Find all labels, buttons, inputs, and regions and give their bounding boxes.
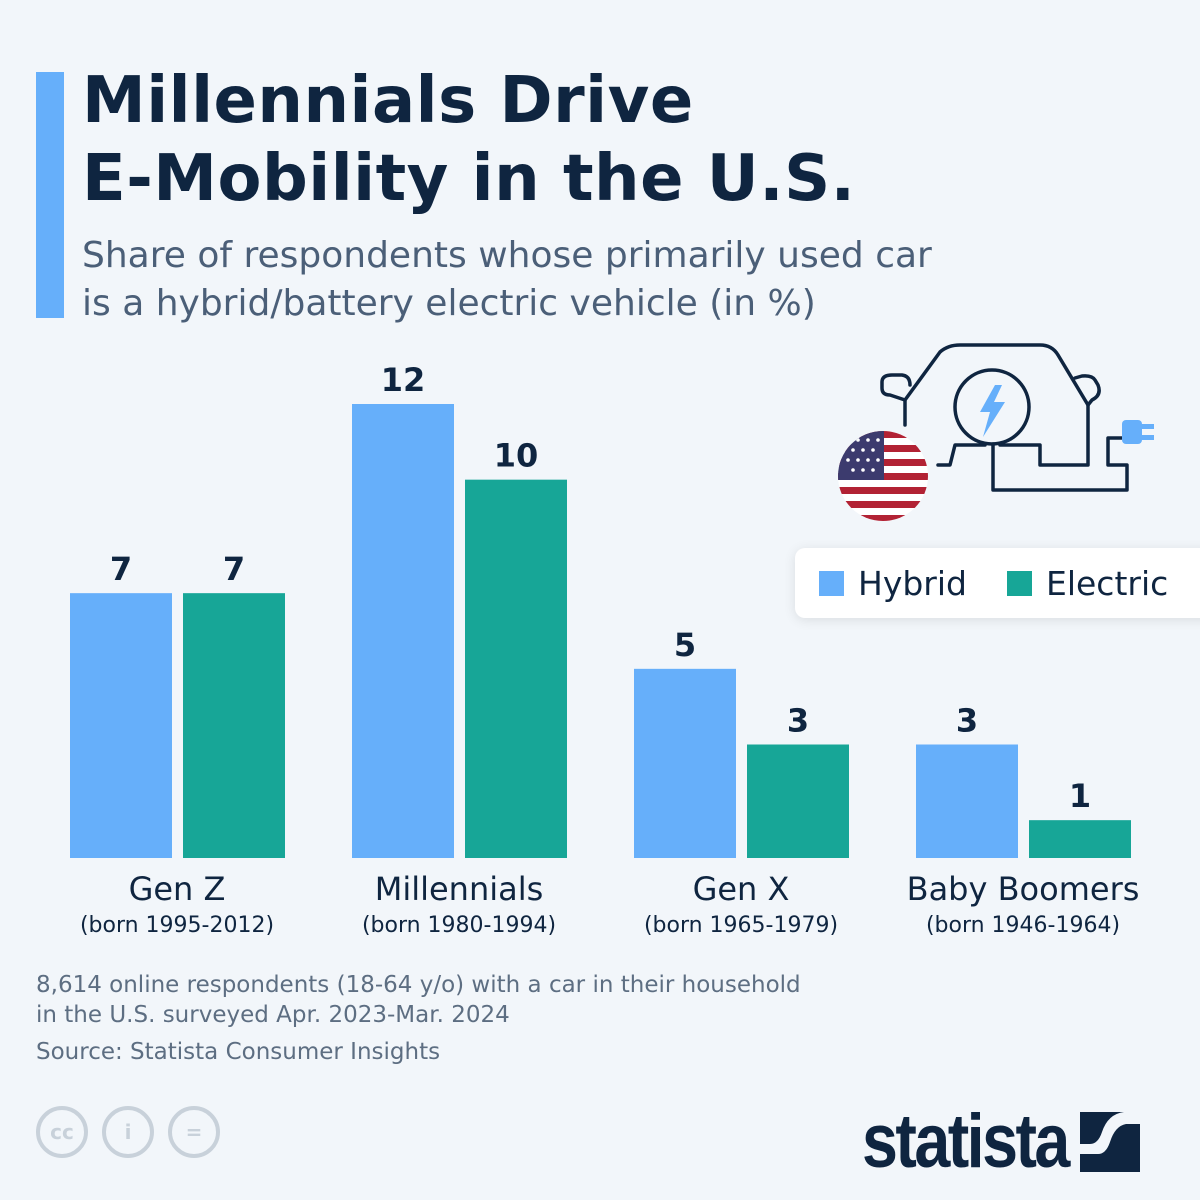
note-line-1: 8,614 online respondents (18-64 y/o) wit… bbox=[36, 972, 801, 998]
bar-electric bbox=[465, 479, 567, 858]
bar-hybrid bbox=[70, 593, 172, 858]
category-sublabel: (born 1965-1979) bbox=[644, 913, 838, 938]
category-label: Gen Z bbox=[129, 870, 226, 908]
legend-item-electric: Electric bbox=[1006, 563, 1169, 603]
subtitle-line-1: Share of respondents whose primarily use… bbox=[82, 235, 932, 276]
bar-electric bbox=[1029, 820, 1131, 858]
data-label: 1 bbox=[1069, 777, 1091, 815]
plug-icon bbox=[1122, 420, 1154, 444]
us-flag-icon bbox=[838, 431, 928, 521]
legend-label-hybrid: Hybrid bbox=[858, 563, 967, 603]
data-label: 10 bbox=[494, 437, 539, 475]
legend-label-electric: Electric bbox=[1045, 563, 1169, 603]
data-label: 12 bbox=[381, 361, 426, 399]
category-sublabel: (born 1995-2012) bbox=[80, 913, 274, 938]
statista-logo-icon bbox=[1080, 1111, 1141, 1172]
category-label: Baby Boomers bbox=[907, 870, 1140, 908]
no-derivatives-icon[interactable]: = bbox=[168, 1106, 220, 1158]
hybrid-swatch bbox=[819, 570, 844, 596]
category-sublabel: (born 1946-1964) bbox=[926, 913, 1120, 938]
source-text: Source: Statista Consumer Insights bbox=[36, 1039, 441, 1065]
chart-title: Millennials Drive E-Mobility in the U.S. bbox=[82, 62, 855, 218]
data-label: 7 bbox=[223, 550, 245, 588]
bar-hybrid bbox=[352, 404, 454, 858]
legend-item-hybrid: Hybrid bbox=[819, 564, 967, 603]
title-accent-bar bbox=[36, 72, 64, 318]
lightning-icon bbox=[980, 385, 1005, 437]
electric-swatch bbox=[1006, 570, 1032, 596]
creative-commons-icon[interactable]: cc bbox=[36, 1106, 88, 1158]
survey-note: 8,614 online respondents (18-64 y/o) wit… bbox=[36, 970, 801, 1030]
title-line-1: Millennials Drive bbox=[82, 64, 694, 138]
bar-hybrid bbox=[634, 668, 736, 858]
bar-hybrid bbox=[916, 744, 1018, 858]
legend: Hybrid Electric bbox=[795, 548, 1200, 618]
title-line-2: E-Mobility in the U.S. bbox=[82, 142, 856, 216]
data-label: 3 bbox=[787, 702, 809, 740]
attribution-icon[interactable]: i bbox=[102, 1106, 154, 1158]
category-sublabel: (born 1980-1994) bbox=[362, 913, 556, 938]
statista-logo[interactable]: statista bbox=[862, 1098, 1141, 1185]
data-label: 7 bbox=[110, 550, 132, 588]
subtitle-line-2: is a hybrid/battery electric vehicle (in… bbox=[82, 283, 816, 324]
electric-car-icon bbox=[838, 343, 1154, 521]
category-label: Gen X bbox=[693, 870, 790, 908]
data-label: 5 bbox=[674, 626, 696, 664]
data-label: 3 bbox=[956, 702, 978, 740]
note-line-2: in the U.S. surveyed Apr. 2023-Mar. 2024 bbox=[36, 1002, 510, 1028]
category-label: Millennials bbox=[375, 870, 544, 908]
bar-chart: 7 7 Gen Z (born 1995-2012) 12 10 Millennials (b… bbox=[70, 361, 1140, 938]
chart-subtitle: Share of respondents whose primarily use… bbox=[82, 232, 982, 328]
bar-electric bbox=[183, 593, 285, 858]
bar-electric bbox=[747, 744, 849, 858]
license-icons: cc i = bbox=[36, 1106, 220, 1158]
logo-text: statista bbox=[862, 1099, 1070, 1184]
